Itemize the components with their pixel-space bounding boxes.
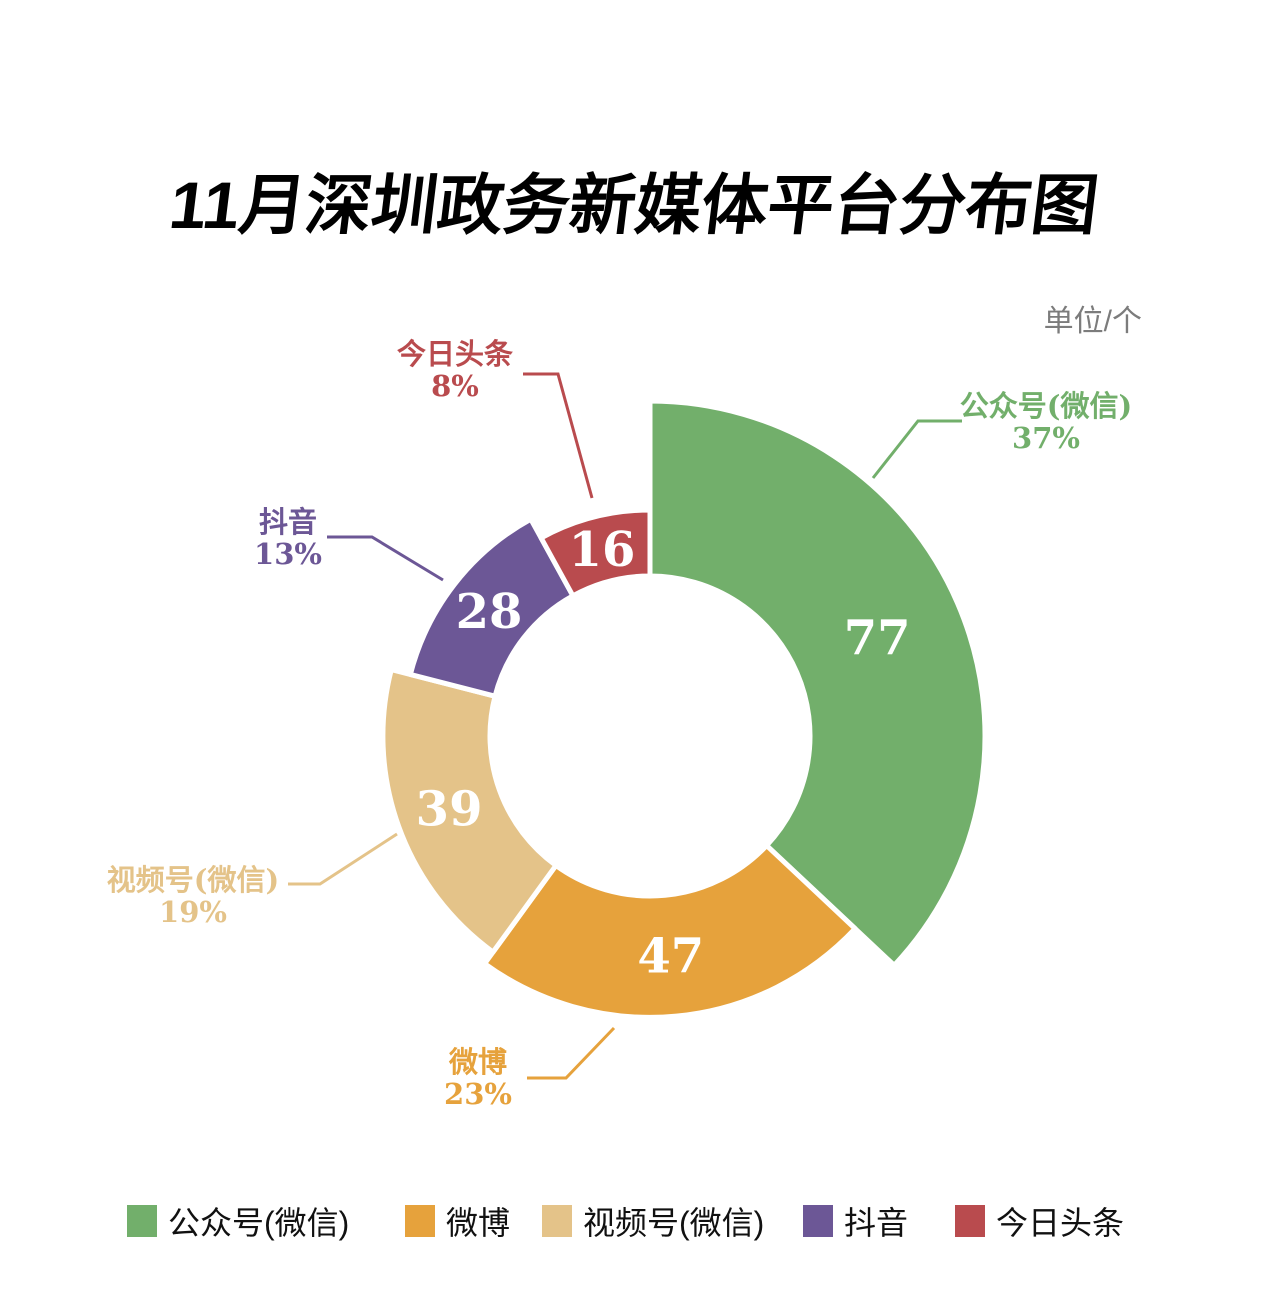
legend-item-weibo[interactable]: 微博 (405, 1198, 510, 1244)
legend-label-wechat-official-account: 公众号(微信) (168, 1205, 350, 1241)
unit-label: 单位/个 (1043, 305, 1142, 338)
callout-percent-wechat-official-account: 37% (1012, 421, 1080, 455)
callout-percent-wechat-video-channel: 19% (159, 895, 227, 929)
callout-line-toutiao (523, 372, 594, 499)
legend-swatch-douyin (803, 1205, 833, 1237)
callout-percent-weibo: 23% (444, 1077, 512, 1111)
slice-value-toutiao: 16 (569, 522, 636, 578)
legend-label-weibo: 微博 (446, 1205, 511, 1241)
callout-label-douyin: 抖音 (259, 505, 317, 539)
legend-label-douyin: 抖音 (844, 1205, 909, 1241)
callout-label-wechat-official-account: 公众号(微信) (960, 389, 1132, 423)
slice-value-wechat-official-account: 77 (844, 611, 911, 667)
callout-label-toutiao: 今日头条 (397, 337, 513, 371)
pie-slice-toutiao[interactable] (538, 507, 653, 599)
pie-slice-douyin[interactable] (407, 516, 576, 699)
legend-swatch-toutiao (955, 1205, 985, 1237)
legend-label-toutiao: 今日头条 (996, 1205, 1125, 1241)
legend-swatch-wechat-video-channel (542, 1205, 572, 1237)
callout-label-wechat-video-channel: 视频号(微信) (107, 863, 279, 897)
legend-item-douyin[interactable]: 抖音 (803, 1198, 908, 1244)
legend-swatch-weibo (405, 1205, 435, 1237)
callout-line-douyin (327, 535, 444, 582)
slice-value-weibo: 47 (637, 929, 704, 985)
pie-slice-wechat-official-account[interactable] (647, 398, 988, 968)
legend-item-toutiao[interactable]: 今日头条 (955, 1198, 1124, 1244)
slice-value-douyin: 28 (456, 584, 523, 640)
slice-value-wechat-video-channel: 39 (416, 781, 483, 837)
legend-swatch-wechat-official-account (127, 1205, 157, 1237)
callout-percent-toutiao: 8% (431, 369, 479, 403)
callout-line-wechat-video-channel (288, 832, 398, 886)
legend-item-wechat-video-channel[interactable]: 视频号(微信) (542, 1198, 764, 1244)
pie-slice-weibo[interactable] (482, 843, 858, 1020)
callout-line-wechat-official-account (871, 419, 962, 479)
callout-line-weibo (527, 1026, 616, 1080)
legend-label-wechat-video-channel: 视频号(微信) (583, 1205, 765, 1241)
callout-percent-douyin: 13% (254, 537, 322, 571)
callout-label-weibo: 微博 (448, 1045, 507, 1079)
pie-slice-wechat-video-channel[interactable] (380, 667, 559, 955)
legend-item-wechat-official-account[interactable]: 公众号(微信) (127, 1198, 349, 1244)
